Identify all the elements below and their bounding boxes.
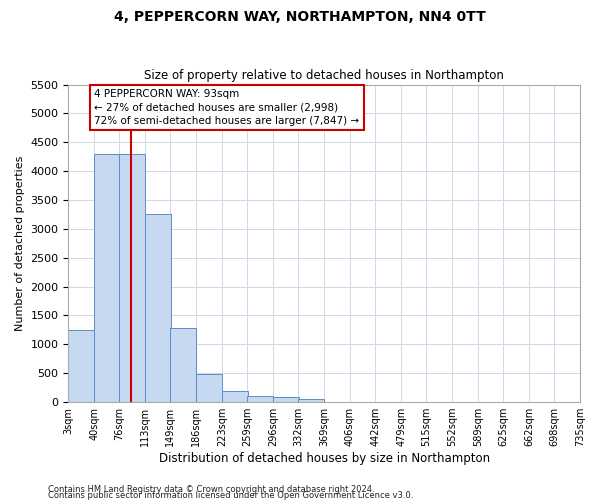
Title: Size of property relative to detached houses in Northampton: Size of property relative to detached ho…: [144, 69, 504, 82]
Bar: [273, 398, 299, 402]
Y-axis label: Number of detached properties: Number of detached properties: [15, 156, 25, 331]
Text: Contains public sector information licensed under the Open Government Licence v3: Contains public sector information licen…: [48, 490, 413, 500]
Bar: [298, 398, 324, 402]
Bar: [196, 374, 222, 402]
Bar: [94, 154, 120, 402]
Bar: [68, 330, 94, 402]
Bar: [222, 390, 248, 402]
Text: 4, PEPPERCORN WAY, NORTHAMPTON, NN4 0TT: 4, PEPPERCORN WAY, NORTHAMPTON, NN4 0TT: [114, 10, 486, 24]
Text: Contains HM Land Registry data © Crown copyright and database right 2024.: Contains HM Land Registry data © Crown c…: [48, 484, 374, 494]
Bar: [119, 154, 145, 402]
Bar: [247, 396, 273, 402]
Text: 4 PEPPERCORN WAY: 93sqm
← 27% of detached houses are smaller (2,998)
72% of semi: 4 PEPPERCORN WAY: 93sqm ← 27% of detache…: [94, 89, 359, 126]
X-axis label: Distribution of detached houses by size in Northampton: Distribution of detached houses by size …: [158, 452, 490, 465]
Bar: [170, 328, 196, 402]
Bar: [145, 214, 171, 402]
